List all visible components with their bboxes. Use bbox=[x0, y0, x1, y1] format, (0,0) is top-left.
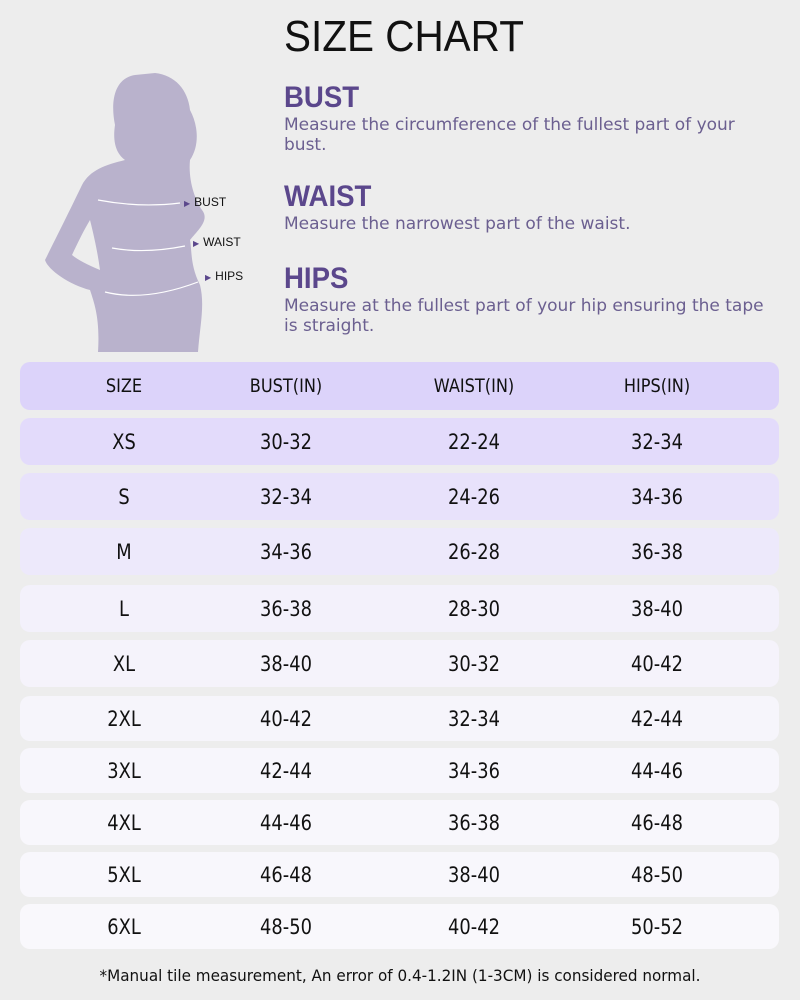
table-row: XL 38-40 30-32 40-42 bbox=[20, 640, 779, 687]
page-title: SIZE CHART bbox=[284, 12, 524, 61]
footnote: *Manual tile measurement, An error of 0.… bbox=[99, 966, 701, 985]
cell-bust: 34-36 bbox=[260, 539, 312, 564]
header-waist: WAIST(IN) bbox=[433, 375, 515, 397]
cell-bust: 42-44 bbox=[260, 758, 312, 783]
cell-waist: 34-36 bbox=[448, 758, 500, 783]
section-text: Measure at the fullest part of your hip … bbox=[284, 296, 764, 336]
cell-hips: 42-44 bbox=[631, 706, 683, 731]
cell-waist: 24-26 bbox=[448, 484, 500, 509]
cell-hips: 44-46 bbox=[631, 758, 683, 783]
cell-size: XL bbox=[112, 651, 136, 676]
cell-bust: 46-48 bbox=[260, 862, 312, 887]
cell-bust: 48-50 bbox=[260, 914, 312, 939]
figure-label-waist: ▶ WAIST bbox=[193, 235, 241, 249]
table-row: 2XL 40-42 32-34 42-44 bbox=[20, 696, 779, 741]
triangle-right-icon: ▶ bbox=[205, 273, 212, 282]
cell-size: L bbox=[119, 596, 129, 621]
cell-bust: 36-38 bbox=[260, 596, 312, 621]
cell-hips: 48-50 bbox=[631, 862, 683, 887]
table-row: 3XL 42-44 34-36 44-46 bbox=[20, 748, 779, 793]
cell-hips: 32-34 bbox=[631, 429, 683, 454]
table-row: XS 30-32 22-24 32-34 bbox=[20, 418, 779, 465]
header-size: SIZE bbox=[105, 375, 143, 397]
cell-hips: 36-38 bbox=[631, 539, 683, 564]
header-bust: BUST(IN) bbox=[249, 375, 323, 397]
cell-bust: 38-40 bbox=[260, 651, 312, 676]
body-silhouette-figure: ▶ BUST ▶ WAIST ▶ HIPS bbox=[40, 70, 270, 355]
table-row: 6XL 48-50 40-42 50-52 bbox=[20, 904, 779, 949]
cell-bust: 40-42 bbox=[260, 706, 312, 731]
cell-waist: 28-30 bbox=[448, 596, 500, 621]
table-row: L 36-38 28-30 38-40 bbox=[20, 585, 779, 632]
cell-size: S bbox=[118, 484, 130, 509]
cell-waist: 30-32 bbox=[448, 651, 500, 676]
cell-bust: 32-34 bbox=[260, 484, 312, 509]
header-hips: HIPS(IN) bbox=[623, 375, 691, 397]
cell-hips: 38-40 bbox=[631, 596, 683, 621]
cell-bust: 44-46 bbox=[260, 810, 312, 835]
table-row: S 32-34 24-26 34-36 bbox=[20, 473, 779, 520]
cell-hips: 34-36 bbox=[631, 484, 683, 509]
section-text: Measure the circumference of the fullest… bbox=[284, 115, 735, 155]
cell-size: 2XL bbox=[107, 706, 141, 731]
cell-bust: 30-32 bbox=[260, 429, 312, 454]
silhouette-icon bbox=[45, 73, 205, 352]
section-bust: BUST Measure the circumference of the fu… bbox=[284, 81, 764, 156]
cell-waist: 38-40 bbox=[448, 862, 500, 887]
section-heading: WAIST bbox=[284, 180, 372, 213]
cell-waist: 22-24 bbox=[448, 429, 500, 454]
figure-label-hips: ▶ HIPS bbox=[205, 269, 244, 283]
table-header: SIZE BUST(IN) WAIST(IN) HIPS(IN) bbox=[20, 362, 779, 410]
cell-hips: 46-48 bbox=[631, 810, 683, 835]
triangle-right-icon: ▶ bbox=[184, 199, 191, 208]
table-row: 5XL 46-48 38-40 48-50 bbox=[20, 852, 779, 897]
table-row: M 34-36 26-28 36-38 bbox=[20, 528, 779, 575]
section-heading: BUST bbox=[284, 81, 360, 114]
section-heading: HIPS bbox=[284, 262, 349, 295]
section-text: Measure the narrowest part of the waist. bbox=[284, 214, 631, 234]
figure-label-bust: ▶ BUST bbox=[184, 195, 227, 209]
cell-size: 5XL bbox=[107, 862, 141, 887]
cell-waist: 36-38 bbox=[448, 810, 500, 835]
cell-size: 4XL bbox=[107, 810, 141, 835]
cell-size: 6XL bbox=[107, 914, 141, 939]
cell-waist: 32-34 bbox=[448, 706, 500, 731]
cell-size: 3XL bbox=[107, 758, 141, 783]
cell-waist: 26-28 bbox=[448, 539, 500, 564]
section-hips: HIPS Measure at the fullest part of your… bbox=[284, 262, 764, 337]
section-waist: WAIST Measure the narrowest part of the … bbox=[284, 180, 764, 235]
table-row: 4XL 44-46 36-38 46-48 bbox=[20, 800, 779, 845]
cell-waist: 40-42 bbox=[448, 914, 500, 939]
cell-hips: 40-42 bbox=[631, 651, 683, 676]
triangle-right-icon: ▶ bbox=[193, 239, 200, 248]
cell-hips: 50-52 bbox=[631, 914, 683, 939]
cell-size: XS bbox=[112, 429, 136, 454]
cell-size: M bbox=[116, 539, 132, 564]
